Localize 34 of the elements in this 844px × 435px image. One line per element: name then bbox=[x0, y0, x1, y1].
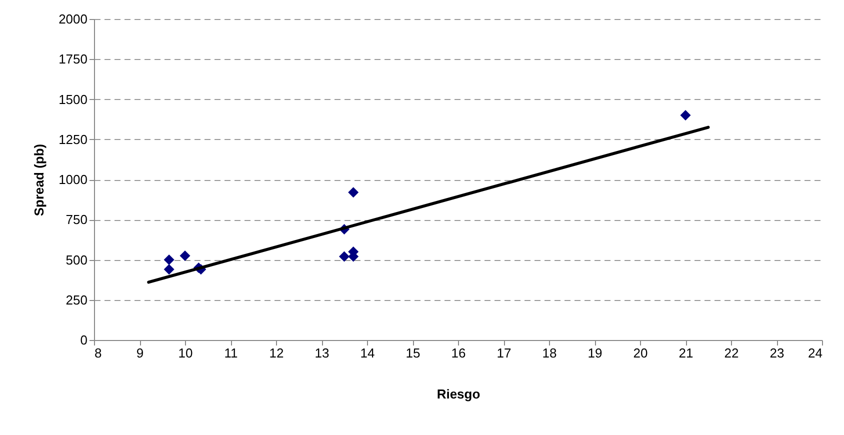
y-tick-label: 750 bbox=[66, 212, 88, 228]
x-tick-label: 22 bbox=[724, 346, 739, 360]
x-tick-label: 24 bbox=[808, 346, 822, 360]
point bbox=[339, 251, 350, 262]
y-tick-label: 2000 bbox=[58, 12, 88, 26]
y-tick-label: 1750 bbox=[58, 52, 88, 67]
y-tick-label: 250 bbox=[66, 292, 88, 308]
x-tick-label: 13 bbox=[314, 346, 330, 360]
x-tick-label: 14 bbox=[360, 346, 375, 360]
x-axis-title: Riesgo bbox=[436, 386, 480, 402]
x-tick-label: 21 bbox=[678, 346, 694, 360]
x-tick-label: 17 bbox=[496, 346, 512, 360]
point bbox=[348, 187, 359, 198]
x-tick-label: 20 bbox=[633, 346, 648, 360]
x-tick-label: 10 bbox=[178, 346, 193, 360]
x-tick-label: 8 bbox=[94, 346, 102, 360]
point bbox=[164, 254, 174, 265]
point bbox=[180, 250, 190, 261]
x-tick-label: 16 bbox=[451, 346, 466, 360]
x-tick-label: 11 bbox=[224, 346, 238, 360]
point bbox=[680, 110, 691, 121]
y-tick-label: 0 bbox=[80, 332, 88, 348]
x-tick-label: 9 bbox=[136, 346, 144, 360]
point bbox=[164, 264, 174, 275]
x-tick-label: 18 bbox=[542, 346, 557, 360]
y-tick-label: 1500 bbox=[58, 92, 88, 107]
y-tick-label: 500 bbox=[66, 252, 88, 268]
y-axis-title: Spread (pb) bbox=[32, 144, 47, 216]
x-tick-label: 12 bbox=[269, 346, 284, 360]
y-tick-label: 1250 bbox=[58, 132, 88, 147]
x-tick-label: 19 bbox=[588, 346, 602, 360]
y-tick-label: 1000 bbox=[58, 172, 88, 187]
x-tick-label: 15 bbox=[406, 346, 420, 360]
x-tick-label: 23 bbox=[770, 346, 784, 360]
